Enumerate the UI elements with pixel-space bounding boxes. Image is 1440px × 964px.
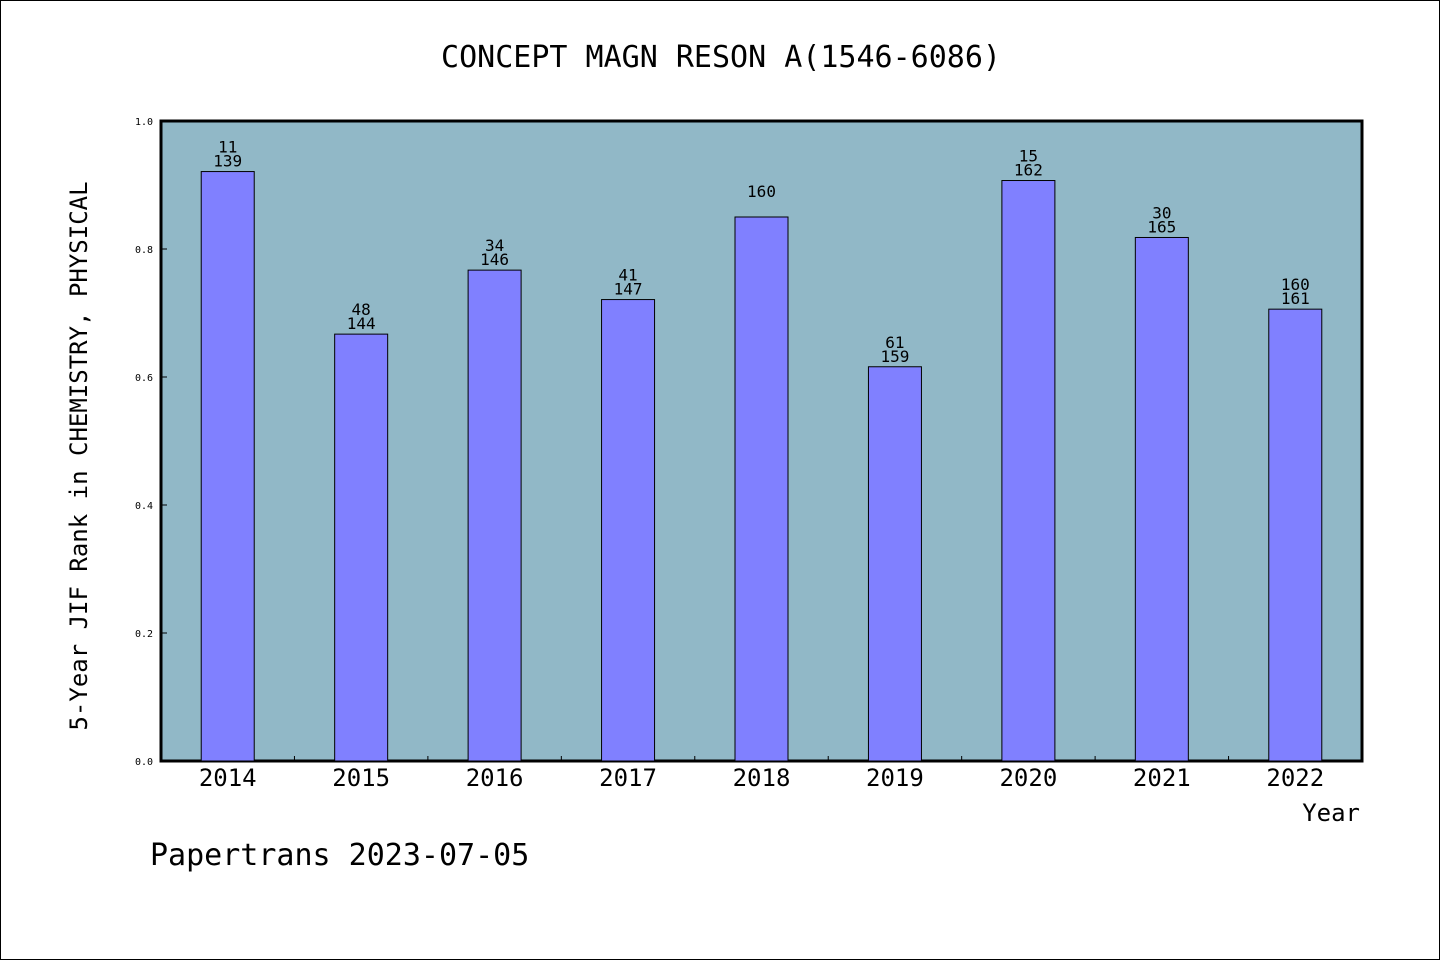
bar-2020 (1001, 180, 1056, 762)
bar-label-bottom-2019: 159 (880, 347, 909, 366)
bar-2022 (1268, 308, 1323, 762)
x-tick-label-2022: 2022 (1266, 764, 1324, 792)
x-axis: 2014 2015 2016 2017 2018 2019 2020 2021 2022 (199, 756, 1324, 792)
bar-label-top-2014: 11 (218, 138, 237, 157)
y-tick-label-4: 0.8 (135, 245, 153, 256)
bar-2015 (334, 333, 389, 762)
bar-label-bottom-2021: 165 (1147, 217, 1176, 236)
footer-credit: Papertrans 2023-07-05 (150, 838, 529, 873)
bar-2019 (867, 366, 922, 762)
bar-label-bottom-2014: 139 (213, 152, 242, 171)
bar-label-bottom-2020: 162 (1014, 161, 1043, 180)
x-tick-label-2017: 2017 (599, 764, 657, 792)
x-tick-label-2021: 2021 (1133, 764, 1191, 792)
y-tick-label-3: 0.6 (135, 373, 153, 384)
x-tick-label-2016: 2016 (466, 764, 524, 792)
x-tick-label-2020: 2020 (999, 764, 1057, 792)
y-axis: 0.0 0.2 0.4 0.6 0.8 1.0 (135, 117, 167, 768)
y-tick-label-1: 0.2 (135, 629, 153, 640)
bar-label-top-2017: 41 (618, 266, 637, 285)
bar-label-bottom-2016: 146 (480, 250, 509, 269)
bar-2021 (1134, 236, 1189, 762)
y-tick-label-5: 1.0 (135, 117, 153, 128)
x-axis-label: Year (1302, 799, 1360, 827)
bar-label-top-2020: 15 (1019, 147, 1038, 166)
bar-2018 (734, 216, 789, 762)
bar-label-top-2015: 48 (352, 300, 371, 319)
bar-label-top-2021: 30 (1152, 203, 1171, 222)
y-axis-label: 5-Year JIF Rank in CHEMISTRY, PHYSICAL (65, 181, 93, 730)
x-tick-label-2018: 2018 (733, 764, 791, 792)
x-tick-label-2014: 2014 (199, 764, 257, 792)
bar-2017 (601, 299, 656, 762)
x-tick-label-2019: 2019 (866, 764, 924, 792)
bar-label-top-2022: 160 (1281, 275, 1310, 294)
chart-title: CONCEPT MAGN RESON A(1546-6086) (441, 40, 1001, 75)
bar-label-top-2019: 61 (885, 333, 904, 352)
bar-label-bottom-2022: 161 (1281, 289, 1310, 308)
bar-label-bottom-2015: 144 (347, 314, 376, 333)
bar-label-2018: 160 (747, 182, 776, 201)
bar-2016 (467, 269, 522, 762)
y-tick-label-0: 0.0 (135, 757, 153, 768)
bar-2014 (200, 171, 255, 762)
bar-label-top-2016: 34 (485, 236, 504, 255)
bar-label-bottom-2017: 147 (614, 280, 643, 299)
x-tick-label-2015: 2015 (332, 764, 390, 792)
y-tick-label-2: 0.4 (135, 501, 153, 512)
